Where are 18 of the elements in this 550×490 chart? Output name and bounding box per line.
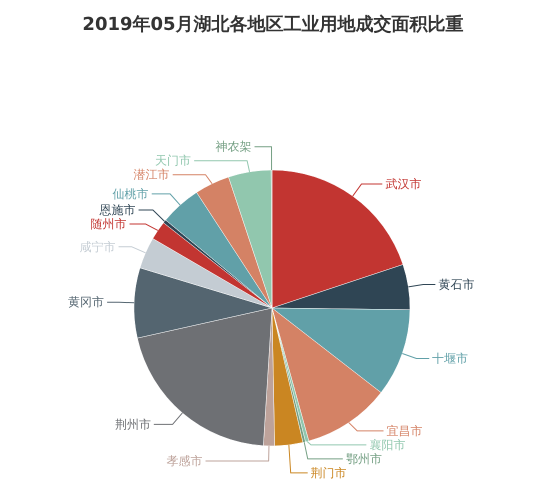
slice-label: 仙桃市 bbox=[112, 186, 149, 201]
slice-label: 荆州市 bbox=[114, 417, 151, 432]
slice-label: 天门市 bbox=[155, 154, 192, 168]
slice-label: 武汉市 bbox=[385, 176, 422, 191]
slice-label: 潜江市 bbox=[134, 168, 170, 182]
slice-label: 十堰市 bbox=[432, 351, 468, 366]
chart-title: 2019年05月湖北各地区工业用地成交面积比重 bbox=[82, 14, 464, 35]
slice-label: 襄阳市 bbox=[369, 438, 406, 452]
slice-label: 孝感市 bbox=[166, 454, 203, 468]
slice-label: 黄冈市 bbox=[68, 295, 104, 310]
slice-label: 神农架 bbox=[216, 140, 252, 154]
slice-label: 宜昌市 bbox=[386, 424, 423, 438]
slice-label: 黄石市 bbox=[438, 278, 474, 292]
slice-label: 咸宁市 bbox=[80, 240, 116, 254]
slice-label: 随州市 bbox=[90, 216, 127, 231]
slice-label: 鄂州市 bbox=[346, 452, 382, 466]
slice-label: 荆门市 bbox=[310, 466, 347, 480]
slice-label: 恩施市 bbox=[98, 202, 136, 217]
